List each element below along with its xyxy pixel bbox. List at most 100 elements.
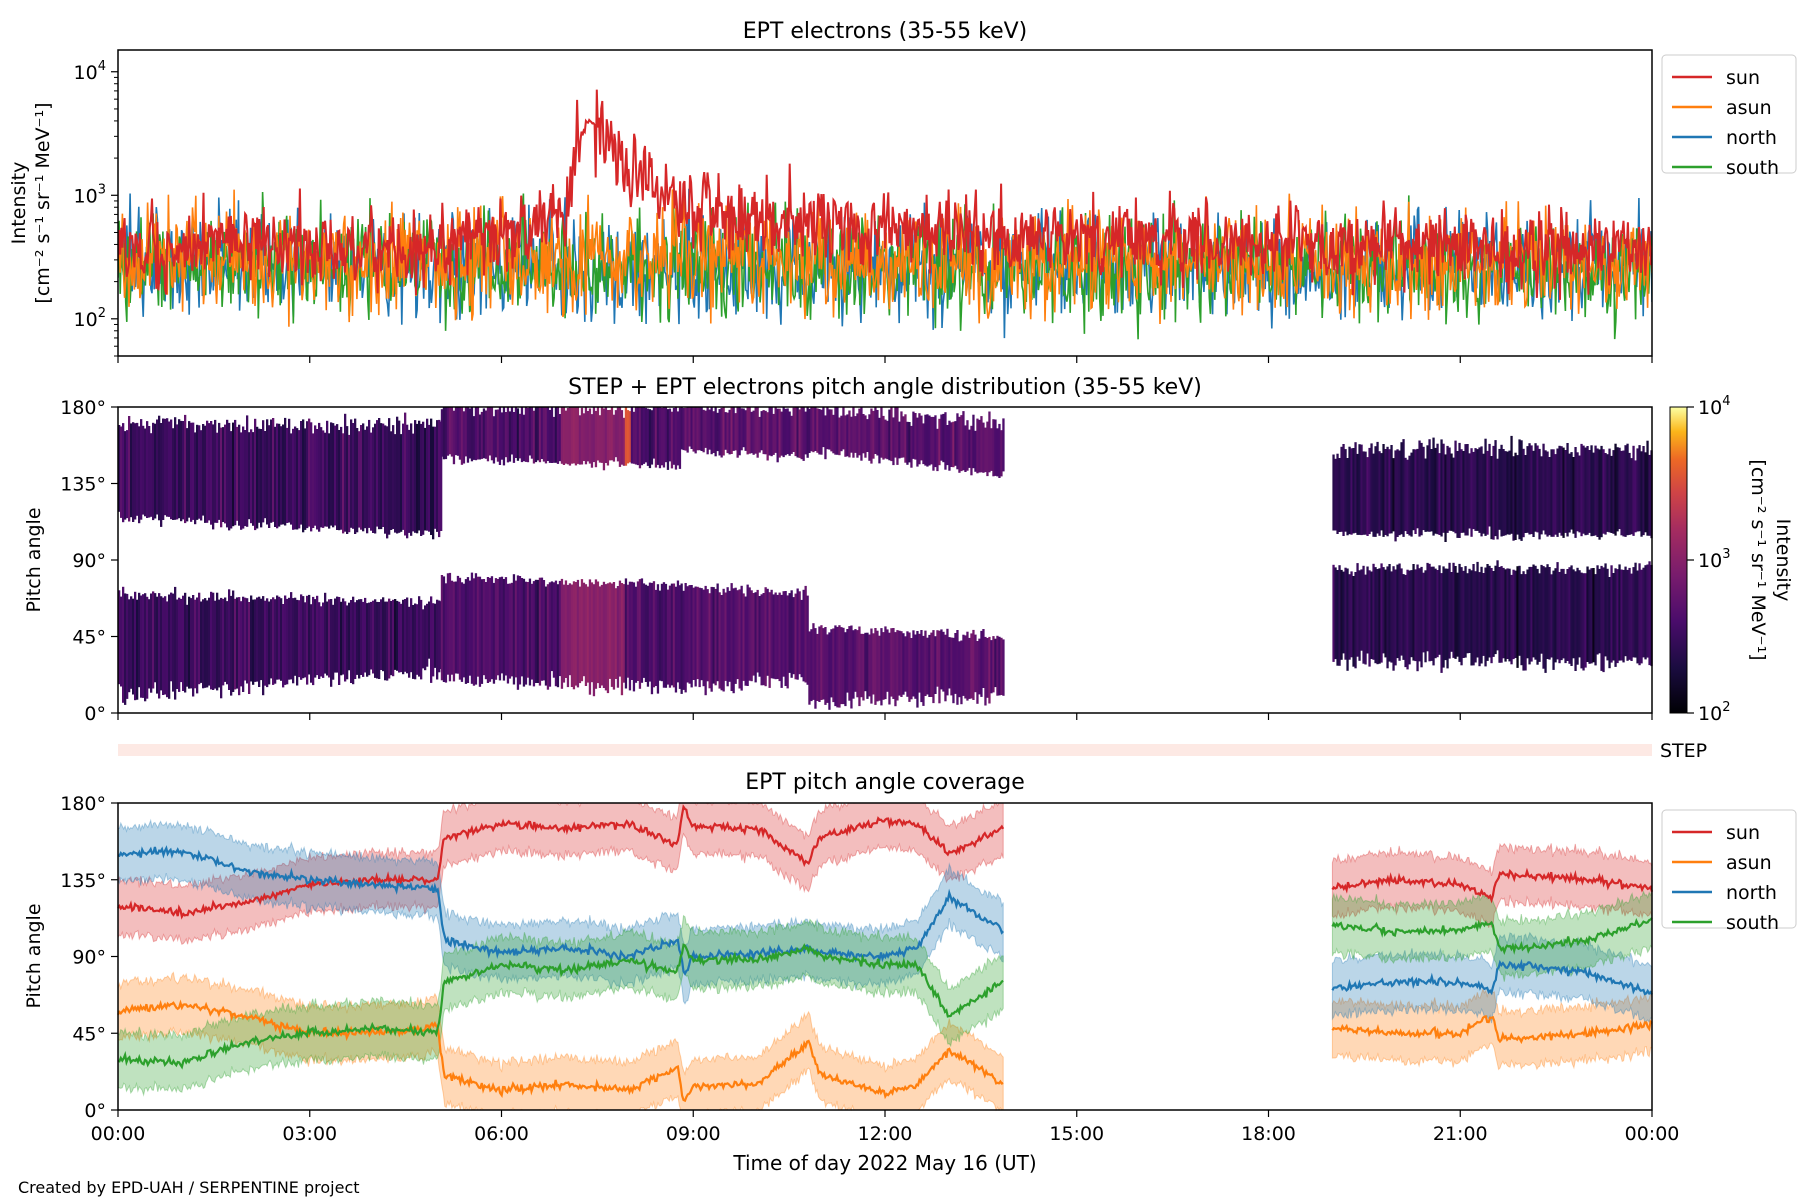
heatmap-cell (998, 423, 1001, 478)
heatmap-cell (1498, 448, 1501, 530)
heatmap-cell (1348, 446, 1351, 535)
heatmap-cell (720, 407, 723, 458)
heatmap-cell (1392, 566, 1395, 671)
heatmap-cell (428, 601, 431, 659)
heatmap-cell (332, 423, 335, 528)
heatmap-cell (534, 407, 538, 463)
heatmap-cell (742, 593, 745, 681)
heatmap-cell (692, 407, 695, 452)
heatmap-cell (1430, 566, 1433, 661)
heatmap-cell (818, 626, 821, 702)
heatmap-cell (882, 632, 885, 700)
x-tick-label: 18:00 (1241, 1123, 1296, 1145)
heatmap-cell (302, 596, 305, 679)
heatmap-cell (922, 423, 925, 465)
y-tick-label: 0° (84, 703, 106, 725)
heatmap-cell (1640, 569, 1643, 664)
heatmap-cell (1452, 457, 1455, 532)
heatmap-cell (586, 586, 590, 683)
heatmap-cell (448, 407, 452, 455)
heatmap-cell (1370, 443, 1373, 532)
heatmap-cell (802, 589, 805, 682)
heatmap-cell (486, 407, 490, 462)
heatmap-cell (184, 414, 187, 524)
heatmap-cell (1500, 566, 1503, 663)
heatmap-cell (320, 427, 323, 528)
heatmap-cell (384, 601, 387, 681)
heatmap-cell (418, 420, 421, 531)
heatmap-cell (306, 595, 309, 685)
heatmap-cell (750, 411, 753, 454)
heatmap-cell (1400, 568, 1403, 656)
heatmap-cell (300, 594, 303, 680)
heatmap-cell (676, 411, 680, 466)
heatmap-cell (970, 425, 973, 476)
heatmap-cell (418, 596, 421, 677)
heatmap-cell (522, 414, 526, 462)
heatmap-cell (1618, 447, 1621, 530)
heatmap-cell (594, 579, 598, 689)
heatmap-cell (166, 601, 169, 698)
heatmap-cell (520, 578, 524, 677)
heatmap-cell (938, 630, 941, 704)
heatmap-cell (832, 628, 835, 703)
heatmap-cell (1532, 450, 1535, 537)
heatmap-cell (514, 407, 518, 458)
heatmap-cell (394, 599, 397, 670)
heatmap-cell (480, 411, 484, 459)
heatmap-cell (404, 599, 407, 672)
heatmap-cell (1468, 568, 1471, 653)
panel3-legend: sun asun north south (1661, 809, 1797, 934)
heatmap-cell (252, 599, 255, 685)
heatmap-cell (710, 586, 713, 692)
heatmap-cell (410, 423, 413, 536)
y-tick-label: 180° (60, 397, 106, 419)
heatmap-cell (788, 593, 791, 673)
heatmap-cell (544, 407, 548, 464)
heatmap-cell (796, 588, 799, 680)
heatmap-cell (230, 595, 233, 696)
heatmap-cell (626, 410, 630, 464)
heatmap-cell (1570, 565, 1573, 666)
heatmap-cell (1464, 444, 1467, 536)
heatmap-cell (612, 582, 616, 690)
panel1-series-lines (118, 89, 1652, 340)
heatmap-cell (362, 423, 365, 532)
y-tick-label: 90° (72, 947, 106, 969)
heatmap-cell (994, 419, 997, 476)
heatmap-cell (458, 407, 462, 460)
heatmap-cell (648, 409, 652, 469)
heatmap-cell (202, 599, 205, 689)
heatmap-cell (1432, 566, 1435, 666)
heatmap-cell (142, 425, 145, 515)
heatmap-cell (172, 428, 175, 520)
heatmap-cell (292, 428, 295, 530)
heatmap-cell (220, 597, 223, 699)
heatmap-cell (1586, 566, 1589, 662)
heatmap-cell (1336, 570, 1339, 666)
heatmap-cell (124, 593, 127, 705)
heatmap-cell (556, 584, 560, 688)
heatmap-cell (258, 596, 261, 687)
heatmap-cell (1462, 570, 1465, 658)
heatmap-cell (1620, 450, 1623, 536)
heatmap-cell (852, 407, 855, 458)
heatmap-cell (1450, 453, 1453, 531)
heatmap-cell (480, 579, 484, 684)
heatmap-cell (1344, 567, 1347, 660)
heatmap-cell (760, 411, 763, 451)
heatmap-cell (914, 413, 917, 460)
heatmap-cell (1398, 450, 1401, 536)
heatmap-cell (176, 424, 179, 520)
heatmap-cell (1536, 568, 1539, 665)
heatmap-cell (268, 601, 271, 685)
heatmap-cell (614, 410, 618, 458)
heatmap-cell (1646, 440, 1649, 536)
credit-text: Created by EPD-UAH / SERPENTINE project (18, 1178, 360, 1197)
heatmap-cell (204, 425, 207, 523)
panel1-title: EPT electrons (35-55 keV) (743, 19, 1028, 44)
heatmap-cell (324, 432, 327, 527)
heatmap-cell (224, 424, 227, 524)
heatmap-cell (1458, 563, 1461, 662)
